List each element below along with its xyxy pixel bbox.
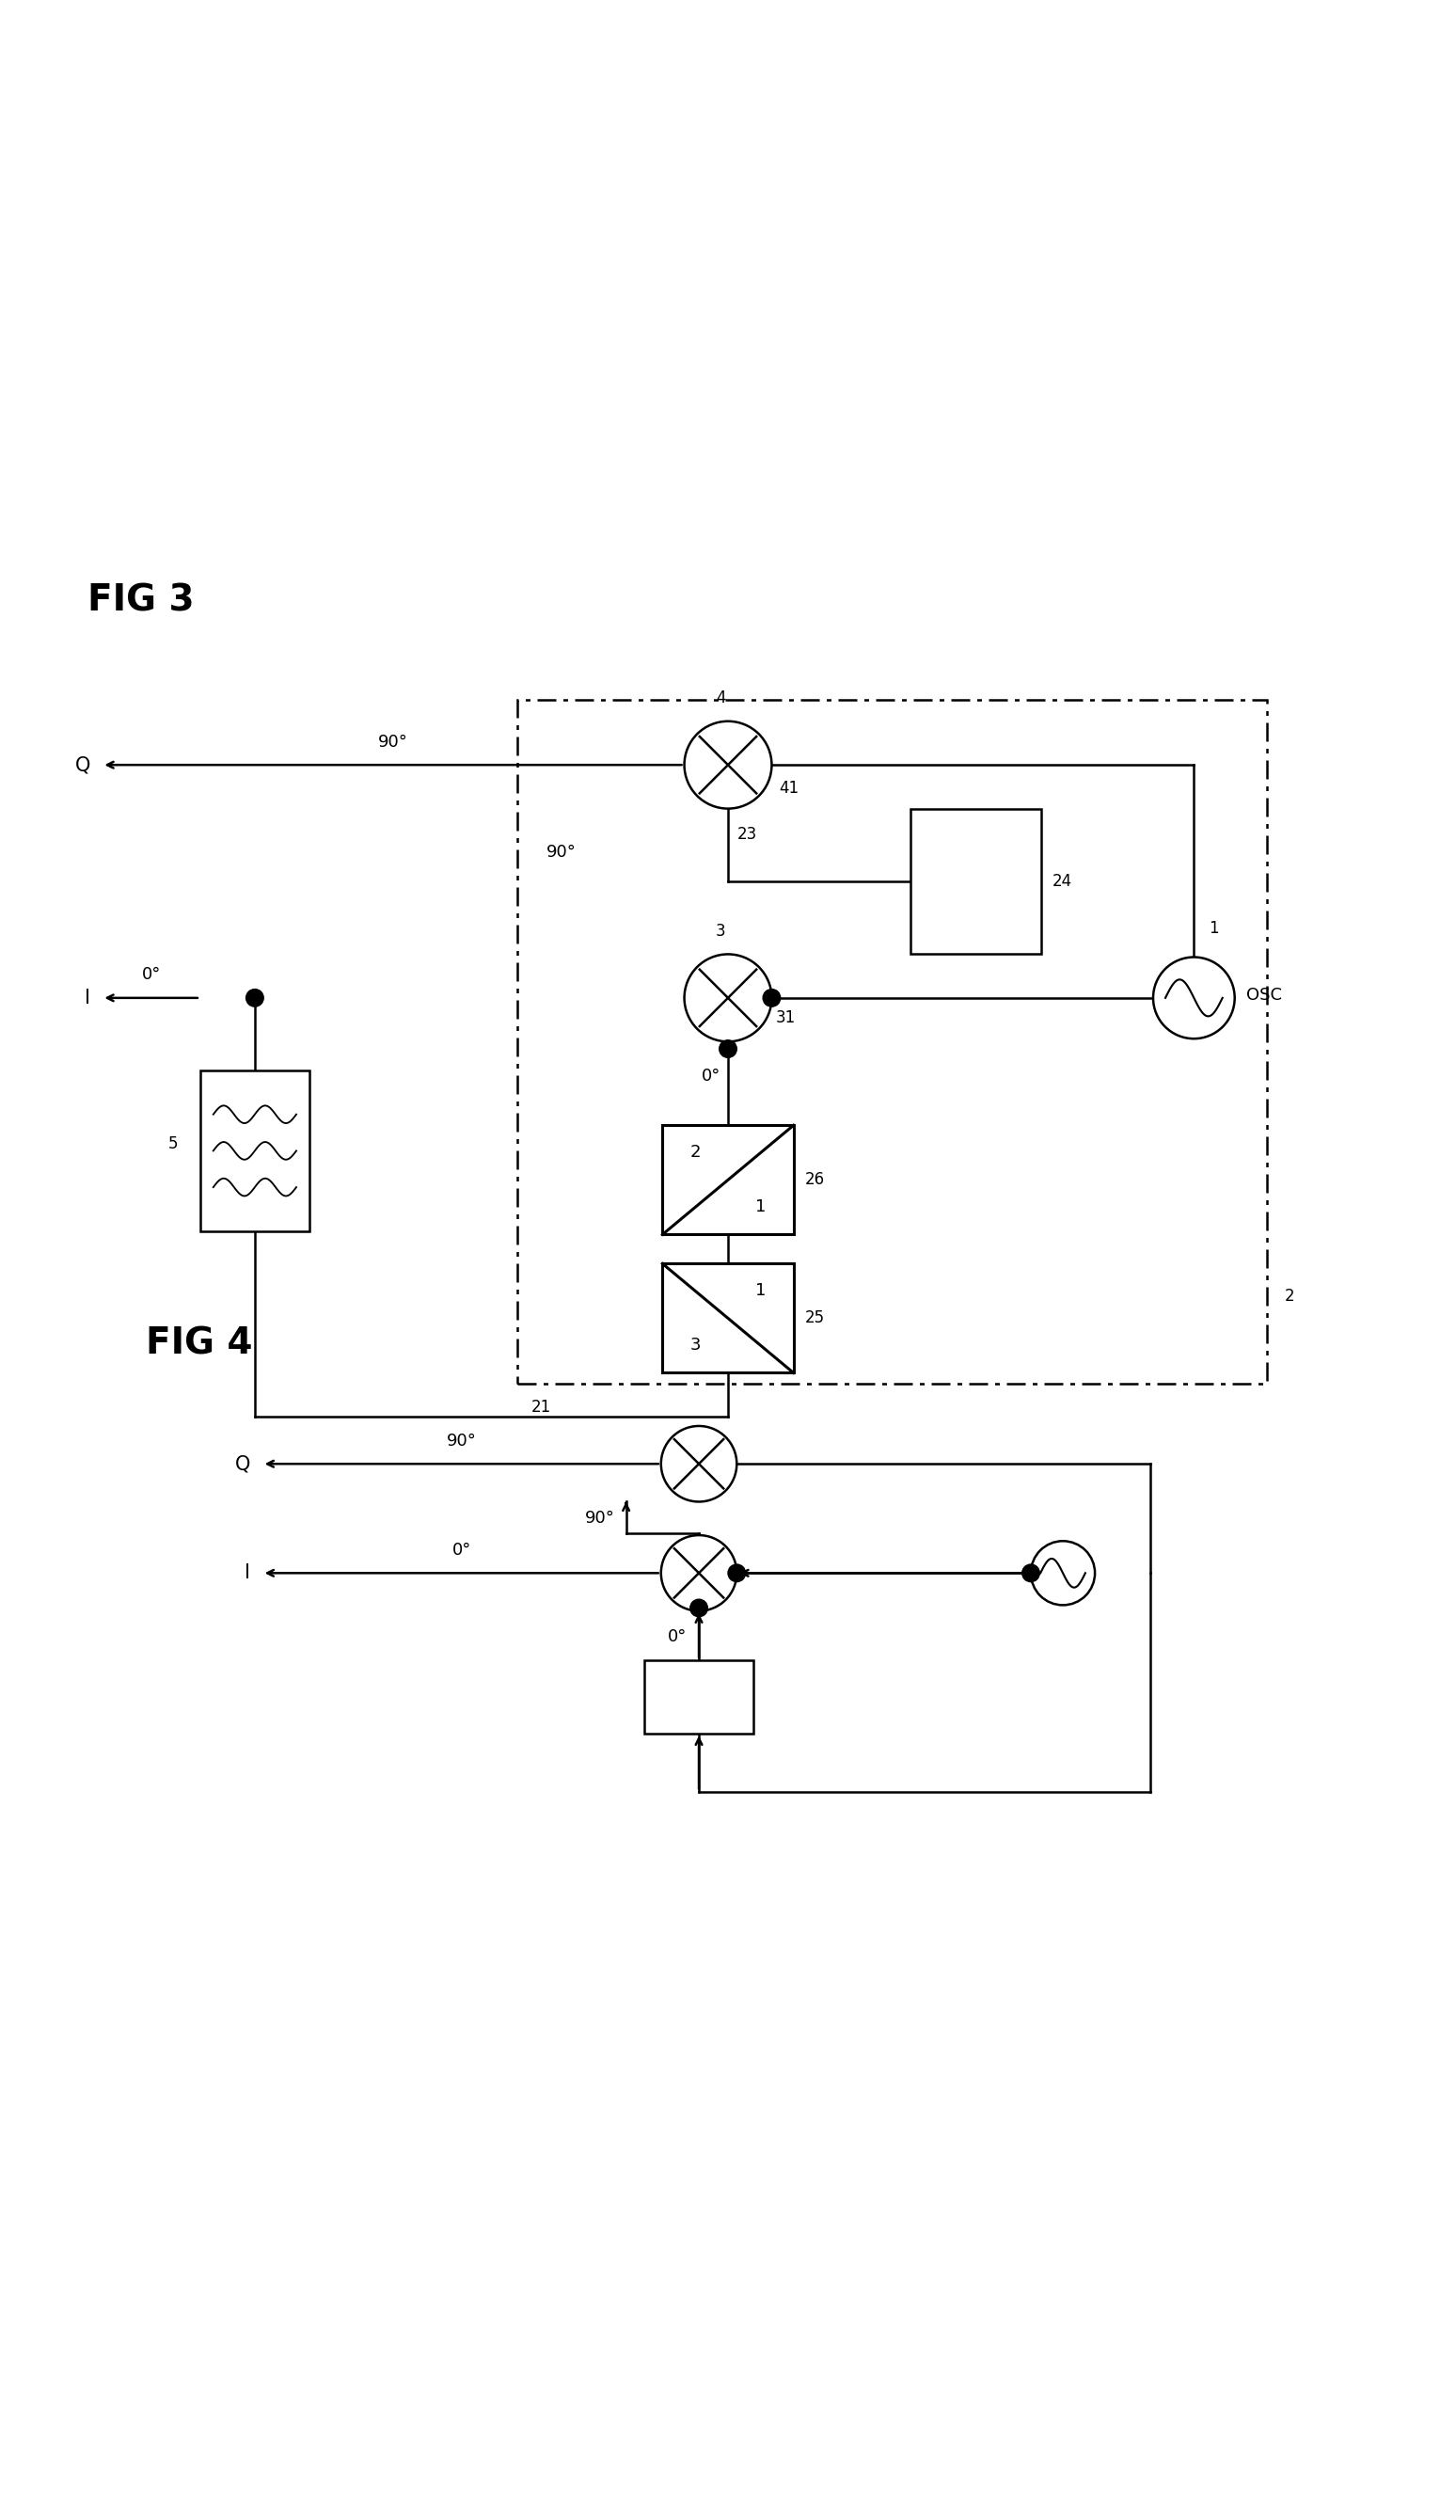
Text: 25: 25 <box>805 1310 826 1326</box>
Text: 90°: 90° <box>546 844 577 862</box>
Text: I: I <box>84 988 90 1008</box>
Text: 0°: 0° <box>668 1628 687 1646</box>
Circle shape <box>661 1535 737 1610</box>
Text: I: I <box>245 1565 250 1583</box>
Text: 2: 2 <box>690 1144 700 1162</box>
Circle shape <box>690 1600 708 1618</box>
Bar <box>662 1126 794 1235</box>
Text: 26: 26 <box>805 1172 826 1189</box>
Circle shape <box>763 990 780 1005</box>
Text: 5: 5 <box>169 1134 178 1152</box>
Text: 0°: 0° <box>141 965 160 983</box>
Circle shape <box>1153 958 1235 1038</box>
Bar <box>644 1661 754 1734</box>
Circle shape <box>728 1565 745 1583</box>
Text: 90°: 90° <box>584 1509 614 1527</box>
Circle shape <box>719 1041 737 1058</box>
Text: 1: 1 <box>756 1283 766 1300</box>
Text: 90°: 90° <box>379 733 408 751</box>
Text: 41: 41 <box>779 779 799 796</box>
Text: 0°: 0° <box>702 1068 721 1084</box>
Text: FIG 3: FIG 3 <box>87 582 194 617</box>
Text: 21: 21 <box>531 1399 552 1416</box>
Text: 3: 3 <box>716 922 725 940</box>
Text: OSC: OSC <box>1246 985 1283 1003</box>
Text: 31: 31 <box>776 1011 796 1026</box>
Circle shape <box>661 1426 737 1502</box>
Text: 23: 23 <box>737 827 757 844</box>
Bar <box>662 1263 794 1373</box>
Bar <box>199 1071 309 1230</box>
Text: :3: :3 <box>690 1688 708 1706</box>
Circle shape <box>684 721 772 809</box>
Text: 0°: 0° <box>451 1542 472 1557</box>
Text: 90°: 90° <box>447 1431 476 1449</box>
Text: FIG 4: FIG 4 <box>146 1326 252 1361</box>
Text: 2: 2 <box>1284 1288 1294 1305</box>
Bar <box>517 701 1267 1383</box>
Circle shape <box>1022 1565 1040 1583</box>
Text: 1: 1 <box>756 1200 766 1215</box>
Text: 3: 3 <box>690 1338 700 1353</box>
Circle shape <box>246 990 264 1005</box>
Text: Q: Q <box>74 756 90 774</box>
Circle shape <box>1031 1542 1095 1605</box>
Bar <box>910 809 1041 955</box>
Text: 1: 1 <box>1208 920 1219 937</box>
Text: Q: Q <box>234 1454 250 1474</box>
Circle shape <box>684 955 772 1041</box>
Text: 24: 24 <box>1053 872 1073 890</box>
Text: 4: 4 <box>716 690 725 706</box>
